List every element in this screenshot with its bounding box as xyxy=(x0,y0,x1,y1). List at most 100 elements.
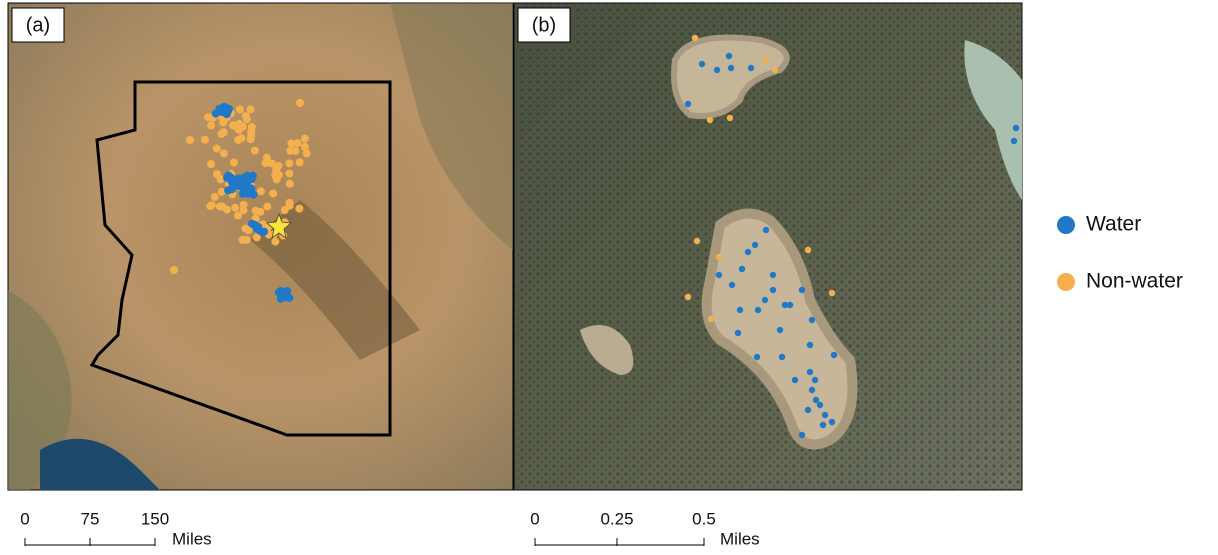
scale-bar: 0 0.25 0.5 Miles xyxy=(530,509,759,548)
sample-point xyxy=(229,121,237,129)
legend-swatch xyxy=(1057,273,1075,291)
sample-point xyxy=(260,228,268,236)
sample-point xyxy=(285,199,293,207)
sample-point xyxy=(807,342,813,348)
sample-point xyxy=(735,330,741,336)
sample-point xyxy=(293,139,301,147)
sample-point xyxy=(799,287,805,293)
sample-point xyxy=(295,205,303,213)
scale-label: 0 xyxy=(20,509,29,528)
sample-point xyxy=(1013,125,1019,131)
sample-point xyxy=(230,159,238,167)
sample-point xyxy=(748,65,754,71)
sample-point xyxy=(812,377,818,383)
sample-point xyxy=(763,227,769,233)
sample-point xyxy=(240,206,248,214)
sample-point xyxy=(809,317,815,323)
sample-point xyxy=(770,272,776,278)
sample-point xyxy=(296,158,304,166)
sample-point xyxy=(247,135,255,143)
sample-point xyxy=(685,101,691,107)
sample-point xyxy=(820,422,826,428)
sample-point xyxy=(216,202,224,210)
sample-point xyxy=(291,147,299,155)
sample-point xyxy=(301,143,309,151)
panel-label: (b) xyxy=(532,14,556,36)
scale-bar: 0 75 150 Miles xyxy=(20,509,211,548)
sample-point xyxy=(212,110,220,118)
sample-point xyxy=(692,35,698,41)
sample-point xyxy=(739,266,745,272)
sample-point xyxy=(752,242,758,248)
sample-point xyxy=(281,206,289,214)
sample-point xyxy=(263,203,271,211)
scale-label: 0.25 xyxy=(600,509,633,528)
sample-point xyxy=(208,201,216,209)
sample-point xyxy=(799,432,805,438)
sample-point xyxy=(782,302,788,308)
sample-point xyxy=(283,287,291,295)
scale-label: 75 xyxy=(81,509,100,528)
sample-point xyxy=(285,170,293,178)
sample-point xyxy=(220,128,228,136)
sample-point xyxy=(223,110,231,118)
sample-point xyxy=(822,412,828,418)
sample-point xyxy=(296,99,304,107)
sample-point xyxy=(223,206,231,214)
scale-label: 150 xyxy=(141,509,169,528)
sample-point xyxy=(716,272,722,278)
sample-point xyxy=(829,290,835,296)
scale-label: 0.5 xyxy=(692,509,716,528)
sample-point xyxy=(694,238,700,244)
sample-point xyxy=(219,118,227,126)
legend-label: Water xyxy=(1086,213,1141,236)
sample-point xyxy=(271,238,279,246)
sample-point xyxy=(809,387,815,393)
sample-point xyxy=(201,136,209,144)
sample-point xyxy=(271,171,279,179)
sample-point xyxy=(745,249,751,255)
sample-point xyxy=(301,135,309,143)
sample-point xyxy=(727,115,733,121)
sample-point xyxy=(685,294,691,300)
sample-point xyxy=(726,53,732,59)
sample-point xyxy=(249,172,257,180)
sample-point xyxy=(207,160,215,168)
sample-point xyxy=(777,327,783,333)
sample-point xyxy=(239,190,247,198)
sample-point xyxy=(229,180,237,188)
sample-point xyxy=(737,307,743,313)
sample-point xyxy=(234,136,242,144)
panel-label: (a) xyxy=(26,14,50,36)
sample-point xyxy=(220,149,228,157)
sample-point xyxy=(763,57,769,63)
sample-point xyxy=(213,145,221,153)
figure: (a) (b) Water Non-water 0 75 150 Miles 0… xyxy=(0,0,1218,550)
sample-point xyxy=(829,419,835,425)
sample-point xyxy=(252,207,260,215)
panel-a: (a) xyxy=(8,3,513,490)
sample-point xyxy=(170,266,178,274)
sample-point xyxy=(754,354,760,360)
sample-point xyxy=(204,113,212,121)
sample-point xyxy=(248,123,256,131)
sample-point xyxy=(275,288,283,296)
sample-point xyxy=(805,407,811,413)
sample-point xyxy=(699,61,705,67)
sample-point xyxy=(792,377,798,383)
sample-point xyxy=(805,247,811,253)
sample-point xyxy=(246,105,254,113)
sample-point xyxy=(269,189,277,197)
scale-unit: Miles xyxy=(172,529,212,548)
sample-point xyxy=(762,297,768,303)
sample-point xyxy=(707,117,713,123)
panel-b: (b) xyxy=(514,3,1022,490)
legend-label: Non-water xyxy=(1086,270,1183,293)
sample-point xyxy=(207,121,215,129)
sample-point xyxy=(236,105,244,113)
sample-point xyxy=(807,369,813,375)
sample-point xyxy=(286,180,294,188)
sample-point xyxy=(831,352,837,358)
sample-point xyxy=(755,307,761,313)
sample-point xyxy=(708,316,714,322)
